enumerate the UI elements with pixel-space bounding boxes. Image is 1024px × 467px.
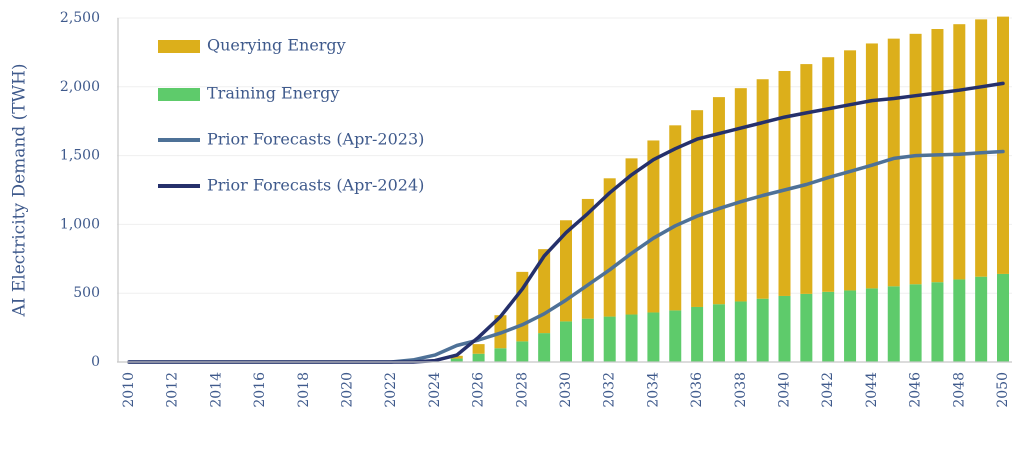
bar-querying-energy-2045: [887, 38, 900, 287]
x-tick-label: 2016: [252, 372, 268, 408]
bar-querying-energy-2037: [712, 97, 725, 305]
legend-label-prior-forecasts-apr-2024: Prior Forecasts (Apr-2024): [207, 176, 424, 195]
bar-querying-energy-2042: [822, 57, 835, 292]
bar-training-energy-2039: [756, 298, 769, 362]
gridlines: [117, 17, 1012, 294]
bar-training-energy-2036: [691, 306, 704, 362]
y-tick-label: 1,500: [60, 148, 100, 164]
x-tick-label: 2038: [733, 372, 749, 408]
x-axis-ticks: 2010 2012 2014 2016 2018 2020 2022 2024 2026 2028…: [121, 372, 1011, 408]
y-tick-label: 500: [73, 285, 100, 301]
bar-training-energy-2032: [603, 316, 616, 362]
legend-label-querying-energy: Querying Energy: [207, 36, 346, 55]
bar-training-energy-2030: [560, 321, 572, 362]
bar-querying-energy-2036: [691, 110, 704, 307]
x-tick-label: 2048: [951, 372, 967, 408]
x-tick-label: 2018: [296, 372, 312, 408]
bar-training-energy-2049: [975, 276, 988, 362]
bar-training-energy-2028: [516, 341, 529, 362]
y-tick-label: 2,500: [60, 10, 100, 26]
x-tick-label: 2024: [427, 372, 443, 408]
x-tick-label: 2046: [908, 372, 924, 408]
bar-training-energy-2026: [472, 353, 485, 362]
y-tick-label: 2,000: [60, 79, 100, 95]
x-tick-label: 2042: [820, 372, 836, 408]
axes: [117, 18, 1012, 363]
bar-querying-energy-2050: [997, 16, 1009, 274]
bar-training-energy-2041: [800, 293, 813, 362]
x-tick-label: 2010: [121, 372, 137, 408]
bar-querying-energy-2038: [734, 88, 747, 302]
x-tick-label: 2026: [471, 372, 487, 408]
bar-querying-energy-2025: [450, 355, 463, 359]
bar-training-energy-2042: [822, 291, 835, 362]
x-tick-label: 2040: [777, 372, 793, 408]
x-tick-label: 2014: [208, 372, 224, 408]
legend-swatch-training-energy: [158, 88, 200, 101]
x-tick-label: 2044: [864, 372, 880, 408]
bar-training-energy-2037: [712, 304, 725, 362]
bar-training-energy-2034: [647, 312, 660, 362]
bar-training-energy-2044: [865, 288, 878, 362]
x-tick-label: 2012: [165, 372, 181, 408]
bar-querying-energy-2048: [953, 24, 966, 280]
x-tick-label: 2030: [558, 372, 574, 408]
bar-querying-energy-2040: [778, 70, 791, 296]
y-tick-label: 1,000: [60, 216, 100, 232]
y-axis-label: AI Electricity Demand (TWH): [10, 63, 30, 317]
bar-training-energy-2047: [931, 282, 944, 362]
bar-training-energy-2031: [581, 318, 594, 362]
bar-training-energy-2048: [953, 279, 966, 362]
bar-querying-energy-2033: [625, 158, 638, 315]
bar-training-energy-2045: [887, 286, 900, 362]
bar-querying-energy-2039: [756, 79, 769, 299]
bar-training-energy-2046: [909, 284, 922, 362]
legend-label-training-energy: Training Energy: [207, 84, 339, 103]
bar-querying-energy-2026: [472, 344, 485, 354]
bar-querying-energy-2046: [909, 33, 922, 285]
bar-training-energy-2025: [450, 358, 463, 362]
bar-training-energy-2027: [494, 348, 507, 362]
y-axis-ticks: 0 500 1,000 1,500 2,000 2,500: [60, 10, 100, 370]
bar-querying-energy-2034: [647, 140, 660, 313]
x-tick-label: 2028: [514, 372, 530, 408]
bars: [450, 16, 1009, 362]
bar-training-energy-2033: [625, 314, 638, 362]
legend: Querying Energy Training Energy Prior Fore…: [158, 36, 424, 195]
bar-querying-energy-2035: [669, 125, 682, 311]
bar-training-energy-2050: [997, 273, 1009, 362]
x-tick-label: 2032: [602, 372, 618, 408]
x-tick-label: 2022: [383, 372, 399, 408]
x-tick-label: 2020: [340, 372, 356, 408]
bar-training-energy-2038: [734, 301, 747, 362]
bar-training-energy-2029: [538, 333, 551, 362]
bar-querying-energy-2041: [800, 64, 813, 294]
bar-querying-energy-2032: [603, 178, 616, 317]
x-tick-label: 2034: [645, 372, 661, 408]
x-tick-label: 2050: [995, 372, 1011, 408]
legend-swatch-querying-energy: [158, 40, 200, 53]
y-tick-label: 0: [91, 354, 100, 370]
x-tick-label: 2036: [689, 372, 705, 408]
bar-training-energy-2040: [778, 295, 791, 362]
legend-label-prior-forecasts-apr-2023: Prior Forecasts (Apr-2023): [207, 130, 424, 149]
bar-training-energy-2043: [844, 290, 857, 362]
bar-querying-energy-2049: [975, 19, 988, 277]
bar-training-energy-2035: [669, 310, 682, 362]
